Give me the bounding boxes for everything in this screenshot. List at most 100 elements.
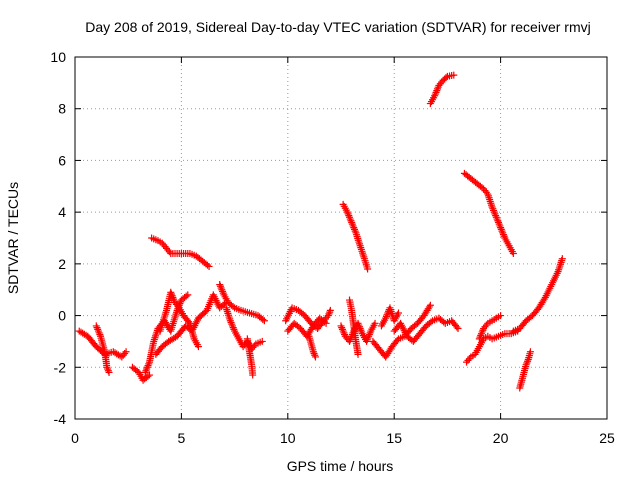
data-point: [382, 312, 390, 320]
data-point: [364, 265, 372, 273]
data-point: [486, 197, 494, 205]
data-point: [346, 337, 354, 345]
data-point: [425, 303, 433, 311]
data-point: [540, 295, 548, 303]
data-point: [497, 225, 505, 233]
data-point: [354, 236, 362, 244]
data-point: [103, 363, 111, 371]
data-point: [219, 289, 227, 297]
data-point: [494, 218, 502, 226]
data-point: [359, 249, 367, 257]
data-point: [340, 329, 348, 337]
data-point: [431, 90, 439, 98]
data-point: [223, 308, 231, 316]
data-point: [356, 242, 364, 250]
x-tick-label: 5: [178, 430, 186, 446]
data-point: [363, 337, 371, 345]
data-point: [499, 229, 507, 237]
data-point: [363, 336, 371, 344]
data-point: [219, 287, 227, 295]
data-point: [431, 92, 439, 100]
data-point: [143, 365, 151, 373]
data-point: [94, 327, 102, 335]
data-point: [325, 310, 333, 318]
data-point: [229, 324, 237, 332]
data-point: [96, 331, 104, 339]
data-point: [249, 371, 257, 379]
data-point: [360, 253, 368, 261]
data-point: [217, 284, 225, 292]
y-tick-label: 4: [58, 204, 66, 220]
data-point: [496, 222, 504, 230]
data-point: [354, 234, 362, 242]
data-point: [355, 321, 363, 329]
data-point: [490, 208, 498, 216]
data-point: [348, 218, 356, 226]
data-point: [322, 319, 330, 327]
data-point: [309, 348, 317, 356]
x-tick-label: 25: [599, 430, 615, 446]
chart-title: Day 208 of 2019, Sidereal Day-to-day VTE…: [85, 19, 590, 35]
y-axis-title: SDTVAR / TECUs: [5, 182, 21, 294]
data-point: [357, 326, 365, 334]
data-point: [165, 248, 173, 256]
data-point: [345, 212, 353, 220]
data-point: [499, 231, 507, 239]
data-point: [184, 291, 192, 299]
data-point: [346, 213, 354, 221]
data-point: [174, 302, 182, 310]
data-point: [556, 260, 564, 268]
data-point: [350, 224, 358, 232]
data-point: [356, 240, 364, 248]
data-point: [492, 212, 500, 220]
y-tick-label: -2: [54, 359, 67, 375]
y-tick-label: 2: [58, 256, 66, 272]
data-point: [167, 290, 175, 298]
data-point: [260, 317, 268, 325]
data-point: [357, 244, 365, 252]
data-point: [497, 312, 505, 320]
data-point: [168, 292, 176, 300]
data-point: [93, 324, 101, 332]
data-point: [433, 85, 441, 93]
data-point: [489, 205, 497, 213]
data-point: [523, 359, 531, 367]
data-point: [337, 322, 345, 330]
data-point: [104, 365, 112, 373]
data-point: [321, 318, 329, 326]
data-point: [348, 220, 356, 228]
x-tick-label: 10: [280, 430, 296, 446]
data-points: [75, 71, 566, 392]
data-point: [427, 318, 435, 326]
data-point: [326, 308, 334, 316]
data-point: [394, 309, 402, 317]
data-point: [450, 71, 458, 79]
data-point: [95, 329, 103, 337]
data-point: [356, 325, 364, 332]
data-point: [226, 317, 234, 325]
data-point: [492, 213, 500, 221]
data-point: [433, 87, 441, 95]
data-point: [144, 372, 152, 380]
data-point: [477, 331, 485, 339]
data-point: [358, 247, 366, 255]
data-point: [556, 262, 564, 270]
data-point: [326, 306, 334, 314]
data-point: [338, 325, 346, 333]
data-point: [364, 334, 372, 342]
data-point: [526, 348, 534, 356]
data-point: [491, 210, 499, 218]
data-point: [145, 371, 153, 379]
data-point: [478, 328, 486, 336]
data-point: [490, 206, 498, 214]
data-point: [522, 361, 530, 369]
data-point: [92, 322, 100, 330]
data-point: [216, 281, 224, 289]
y-tick-label: 0: [58, 308, 66, 324]
data-point: [475, 335, 483, 343]
data-point: [310, 349, 318, 357]
data-point: [170, 295, 178, 303]
data-point: [121, 349, 129, 357]
data-point: [324, 312, 332, 320]
